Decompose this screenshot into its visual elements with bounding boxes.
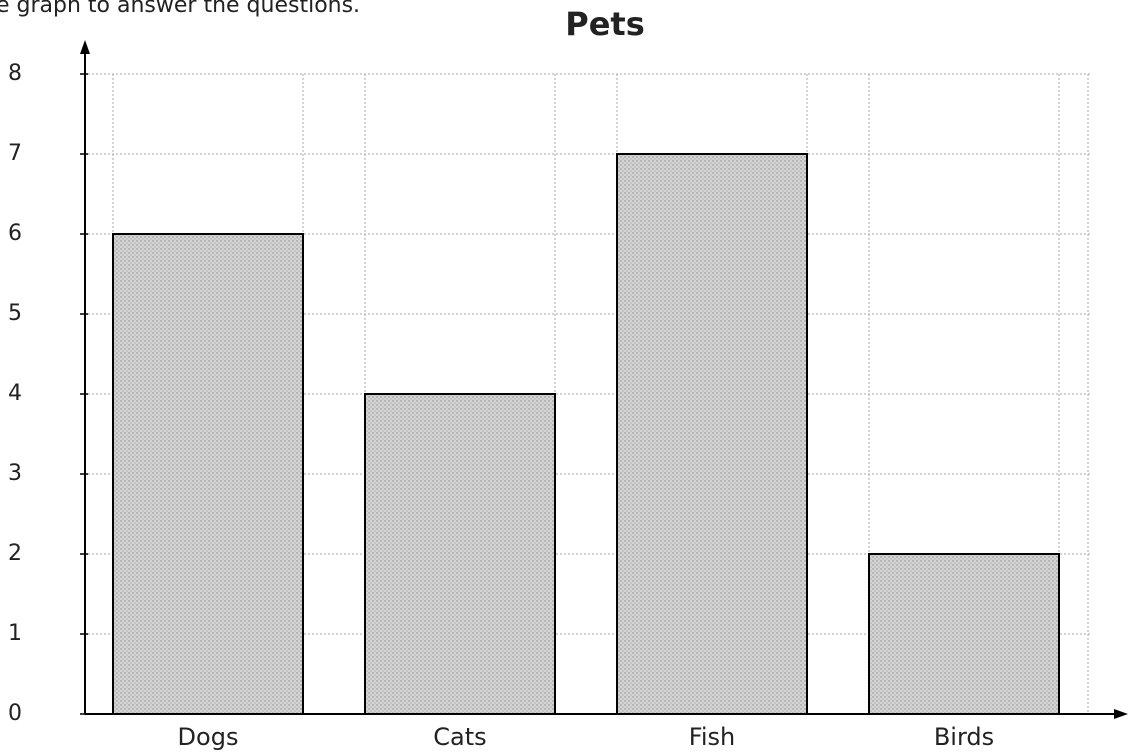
- x-axis-arrow: [1114, 709, 1128, 719]
- y-tick-label: 5: [8, 301, 22, 326]
- y-tick-label: 8: [8, 61, 22, 86]
- marks: [112, 153, 1060, 715]
- x-tick-label: Dogs: [178, 723, 239, 751]
- bar: [868, 553, 1060, 715]
- x-tick-label: Cats: [433, 723, 486, 751]
- chart-title: Pets: [565, 5, 645, 43]
- x-tick-label: Birds: [934, 723, 994, 751]
- y-axis-arrow: [80, 40, 90, 54]
- y-tick-label: 6: [8, 221, 22, 246]
- bar: [364, 393, 556, 715]
- y-tick-label: 4: [8, 381, 22, 406]
- y-tick-label: 3: [8, 461, 22, 486]
- y-tick-label: 1: [8, 621, 22, 646]
- x-tick-label: Fish: [689, 723, 735, 751]
- bar: [616, 153, 808, 715]
- instruction: e graph to answer the questions.: [0, 0, 360, 18]
- y-tick-label: 7: [8, 141, 22, 166]
- bar: [112, 233, 304, 715]
- y-tick-label: 0: [8, 701, 22, 726]
- y-tick-label: 2: [8, 541, 22, 566]
